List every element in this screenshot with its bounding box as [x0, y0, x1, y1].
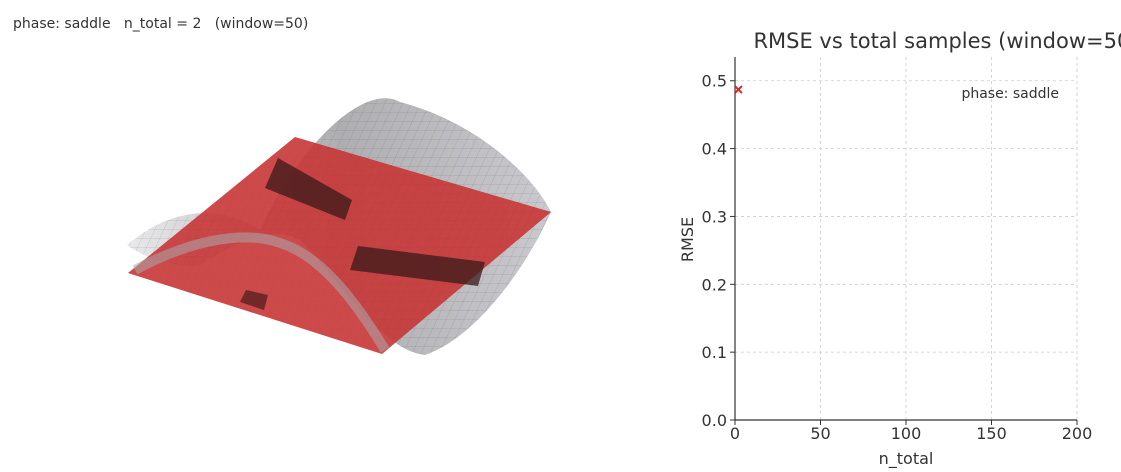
y-tick-label: 0.1: [702, 343, 727, 362]
y-tick-label: 0.5: [702, 72, 727, 91]
data-point: [734, 85, 743, 94]
y-axis-label: RMSE: [678, 217, 697, 262]
x-tick-label: 100: [891, 424, 922, 443]
y-tick-label: 0.0: [702, 411, 727, 430]
rmse-chart: RMSE vs total samples (window=50) 0 50 100 1…: [678, 29, 1121, 469]
x-axis-label: n_total: [879, 449, 934, 469]
chart-title: RMSE vs total samples (window=50): [753, 29, 1121, 53]
x-tick-label: 200: [1062, 424, 1093, 443]
y-tick-label: 0.4: [702, 140, 727, 159]
saddle-ridge: [132, 232, 390, 353]
y-tick-label: 0.3: [702, 207, 727, 226]
status-window: (window=50): [214, 16, 309, 32]
status-phase: phase: saddle: [13, 16, 111, 32]
status-n-total: n_total = 2: [123, 16, 202, 32]
surface-plot: [127, 98, 551, 356]
chart-annotation: phase: saddle: [961, 86, 1059, 102]
x-tick-label: 50: [810, 424, 830, 443]
y-tick-label: 0.2: [702, 275, 727, 294]
x-tick-label: 0: [730, 424, 740, 443]
fit-surface: [128, 137, 551, 354]
status-line: phase: saddle n_total = 2 (window=50): [13, 16, 308, 32]
x-tick-label: 150: [976, 424, 1007, 443]
